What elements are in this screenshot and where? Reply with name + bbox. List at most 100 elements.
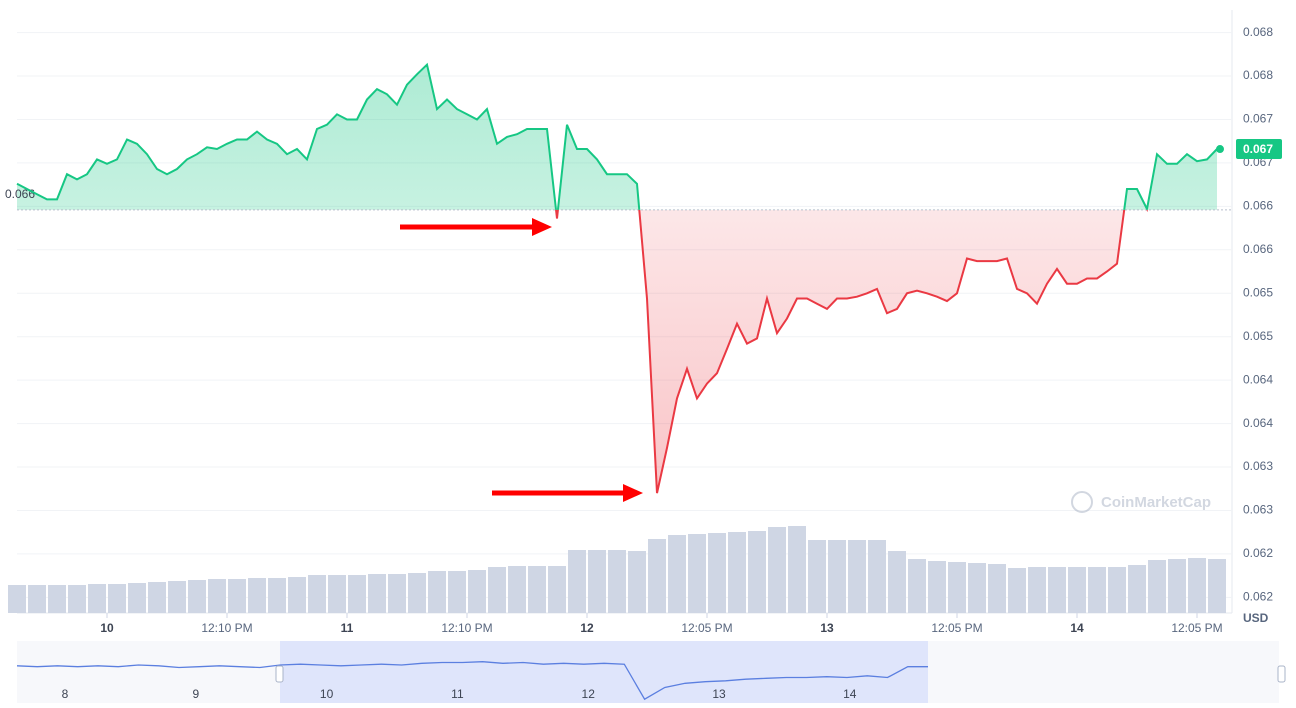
watermark: CoinMarketCap	[1071, 491, 1211, 513]
navigator-label: 12	[582, 687, 596, 701]
volume-bar	[1128, 565, 1146, 613]
y-tick-label: 0.067	[1243, 112, 1273, 126]
volume-bar	[928, 561, 946, 613]
volume-bar	[648, 539, 666, 613]
y-tick-label: 0.064	[1243, 372, 1273, 386]
volume-bar	[1108, 567, 1126, 613]
volume-bar	[908, 559, 926, 613]
area-up	[17, 64, 1217, 210]
volume-bar	[208, 579, 226, 613]
last-point	[1216, 145, 1224, 154]
volume-bar	[768, 527, 786, 613]
volume-bar	[328, 575, 346, 613]
volume-bar	[788, 526, 806, 613]
volume-bar	[368, 574, 386, 613]
x-tick-label: 12:05 PM	[1171, 621, 1222, 635]
y-tick-label: 0.062	[1243, 590, 1273, 604]
x-tick-label: 13	[820, 621, 834, 635]
navigator-label: 11	[451, 687, 464, 701]
arrow-head	[532, 218, 552, 236]
volume-bar	[668, 535, 686, 613]
navigator-line	[16, 661, 928, 701]
volume-bar	[68, 585, 86, 613]
volume-bar	[448, 571, 466, 613]
navigator-handle[interactable]	[1277, 665, 1286, 683]
navigator-label: 14	[843, 687, 857, 701]
volume-bar	[1028, 567, 1046, 613]
volume-bar	[128, 583, 146, 613]
volume-bar	[528, 566, 546, 613]
baseline-label: 0.066	[5, 187, 35, 201]
watermark-logo	[1071, 491, 1093, 513]
navigator-selection	[280, 641, 928, 703]
x-tick-label: 12:10 PM	[201, 621, 252, 635]
watermark-text: CoinMarketCap	[1101, 494, 1211, 511]
volume-bar	[1008, 568, 1026, 613]
volume-bar	[948, 562, 966, 613]
volume-bar	[228, 579, 246, 613]
volume-bar	[868, 540, 886, 613]
volume-bar	[588, 550, 606, 613]
price-line	[16, 62, 1218, 210]
volume-bar	[148, 582, 166, 613]
volume-bar	[1048, 567, 1066, 613]
x-tick-label: 11	[341, 621, 354, 635]
volume-bar	[808, 540, 826, 613]
volume-bar	[388, 574, 406, 613]
volume-bar	[748, 531, 766, 613]
y-tick-label: 0.065	[1243, 329, 1273, 343]
navigator-label: 10	[320, 687, 334, 701]
price-layer: 0.066 0.067	[5, 62, 1282, 494]
volume-bar	[548, 566, 566, 613]
volume-bar	[968, 563, 986, 613]
volume-bar	[168, 581, 186, 613]
volume-bar	[248, 578, 266, 613]
y-tick-label: 0.065	[1243, 285, 1273, 299]
y-tick-label: 0.064	[1243, 416, 1273, 430]
volume-bar	[848, 540, 866, 613]
arrow-head	[623, 484, 643, 502]
navigator-label: 13	[712, 687, 726, 701]
volume-bar	[348, 575, 366, 613]
x-tick-label: 14	[1070, 621, 1084, 635]
volume-bar	[628, 551, 646, 613]
volume-bar	[1188, 558, 1206, 613]
volume-bar	[28, 585, 46, 613]
area-down	[556, 209, 1125, 494]
volume-bar	[688, 534, 706, 613]
volume-bar	[1068, 567, 1086, 613]
x-tick-label: 12:10 PM	[441, 621, 492, 635]
volume-bar	[88, 584, 106, 613]
last-label-box	[1236, 139, 1282, 160]
y-tick-label: 0.068	[1243, 68, 1273, 82]
volume-bar	[1148, 560, 1166, 613]
navigator-label: 8	[62, 687, 69, 701]
navigator-label: 9	[192, 687, 199, 701]
volume-bar	[708, 533, 726, 613]
y-tick-label: 0.068	[1243, 25, 1273, 39]
volume-bar	[1168, 559, 1186, 613]
volume-layer	[8, 526, 1226, 613]
volume-bar	[308, 575, 326, 613]
volume-bar	[728, 532, 746, 613]
volume-bar	[508, 566, 526, 613]
navigator-handle[interactable]	[275, 665, 284, 683]
x-tick-label: 12:05 PM	[931, 621, 982, 635]
volume-bar	[988, 564, 1006, 613]
volume-bar	[428, 571, 446, 613]
navigator-layer: 8 9 10 11 12 13 14	[16, 641, 1286, 703]
volume-bar	[488, 567, 506, 613]
price-line-down	[555, 209, 1148, 494]
volume-bar	[108, 584, 126, 613]
annotations	[400, 218, 643, 502]
volume-bar	[48, 585, 66, 613]
volume-bar	[568, 550, 586, 613]
volume-bar	[408, 573, 426, 613]
last-label: 0.067	[1243, 142, 1273, 156]
x-tick-label: 12:05 PM	[681, 621, 732, 635]
volume-bar	[8, 585, 26, 613]
volume-bar	[888, 551, 906, 613]
grid-layer: 0.068 0.068 0.067 0.067 0.066 0.066 0.065 0.065…	[17, 10, 1273, 635]
y-tick-label: 0.063	[1243, 459, 1273, 473]
